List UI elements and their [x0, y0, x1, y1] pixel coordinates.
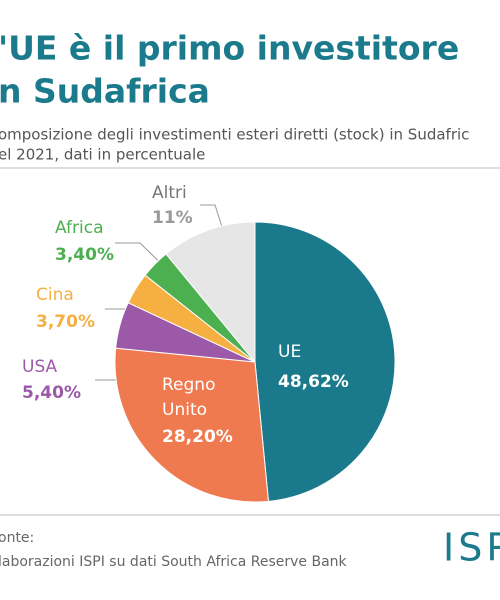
slice-label: UE [278, 342, 301, 362]
value-label: 28,20% [162, 427, 233, 447]
chart-title: n Sudafrica [0, 72, 210, 111]
slice-label: Regno Unito [162, 375, 221, 420]
value-label: 11% [152, 208, 193, 228]
chart-subtitle: omposizione degli investimenti esteri di… [0, 126, 469, 144]
pie-slice [114, 347, 270, 503]
chart-subtitle: el 2021, dati in percentuale [0, 146, 205, 164]
chart-title: 'UE è il primo investitore [0, 29, 459, 68]
source-label: onte: [0, 530, 34, 546]
pie-slice [165, 221, 256, 364]
value-label: 3,70% [36, 312, 95, 332]
slice-label: Altri [152, 183, 187, 203]
value-label: 3,40% [55, 245, 114, 265]
slice-label: Africa [55, 218, 104, 238]
logo: ISP [443, 526, 500, 570]
slice-label: Cina [36, 285, 74, 305]
slice-label: USA [22, 357, 58, 377]
value-label: 5,40% [22, 383, 81, 403]
source-text: laborazioni ISPI su dati South Africa Re… [0, 554, 348, 570]
pie-slice [254, 221, 396, 502]
value-label: 48,62% [278, 372, 349, 392]
